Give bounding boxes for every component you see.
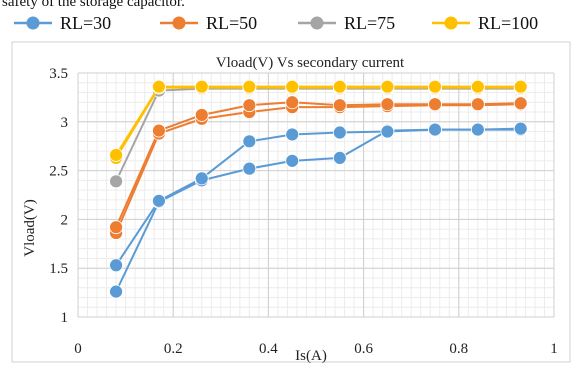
data-point-rl100 <box>242 79 257 94</box>
series-line-rl100 <box>115 85 521 156</box>
y-tick-label: 3.5 <box>49 66 68 82</box>
chart-title: Vload(V) Vs secondary current <box>216 55 405 71</box>
x-tick-label: 1 <box>550 341 558 357</box>
data-point-rl50 <box>470 97 485 112</box>
data-point-rl50 <box>428 97 442 112</box>
series-line-rl30 <box>115 127 521 266</box>
data-point-rl30 <box>285 153 300 168</box>
x-tick-label: 0.2 <box>164 341 183 357</box>
x-tick-label: 0.4 <box>259 341 278 357</box>
legend-label-rl75: RL=75 <box>344 13 395 33</box>
data-point-rl100 <box>513 79 528 94</box>
data-point-rl30 <box>332 151 347 165</box>
data-point-rl50 <box>152 123 166 138</box>
y-axis-label: Vload(V) <box>22 199 38 256</box>
data-point-rl50 <box>380 97 395 112</box>
y-tick-label: 1.5 <box>49 261 68 277</box>
series-layer <box>109 79 528 299</box>
legend-marker-rl100 <box>444 16 458 30</box>
data-point-rl50 <box>332 98 347 113</box>
y-tick-label: 2.5 <box>49 164 68 180</box>
data-point-rl100 <box>152 79 166 94</box>
data-point-rl30 <box>332 125 347 140</box>
data-point-rl30 <box>109 258 123 273</box>
y-tick-labels: 1 1.5 2 2.5 3 3.5 <box>49 66 68 326</box>
data-point-rl50 <box>513 96 528 111</box>
data-point-rl100 <box>109 148 123 162</box>
data-point-rl100 <box>194 79 209 94</box>
legend: RL=30 RL=50 RL=75 RL=100 <box>14 13 538 33</box>
data-point-rl75 <box>109 174 123 189</box>
legend-label-rl30: RL=30 <box>60 13 111 33</box>
y-tick-label: 3 <box>61 115 69 131</box>
x-tick-label: 0.6 <box>354 341 373 357</box>
data-point-rl30 <box>428 122 442 137</box>
data-point-rl100 <box>332 79 347 94</box>
data-point-rl30 <box>194 171 209 186</box>
data-point-rl50 <box>194 108 209 122</box>
legend-marker-rl30 <box>26 16 40 30</box>
data-point-rl50 <box>242 98 257 113</box>
legend-label-rl50: RL=50 <box>206 13 257 33</box>
data-point-rl30 <box>285 127 300 142</box>
x-tick-label: 0.8 <box>449 341 468 357</box>
legend-marker-rl50 <box>172 16 186 30</box>
major-gridlines <box>77 72 555 318</box>
data-point-rl30 <box>242 161 257 176</box>
x-tick-label: 0 <box>74 341 82 357</box>
data-point-rl30 <box>152 193 166 208</box>
data-point-rl30 <box>470 122 485 137</box>
y-tick-label: 2 <box>61 212 69 228</box>
data-point-rl100 <box>285 79 300 94</box>
data-point-rl100 <box>428 79 442 94</box>
data-point-rl30 <box>380 124 395 139</box>
legend-marker-rl75 <box>310 16 324 30</box>
data-point-rl50 <box>285 95 300 110</box>
data-point-rl100 <box>470 79 485 94</box>
legend-label-rl100: RL=100 <box>478 13 538 33</box>
data-point-rl50 <box>109 220 123 235</box>
data-point-rl30 <box>109 284 123 299</box>
data-point-rl100 <box>380 79 395 94</box>
clipped-caption-text: safety of the storage capacitor. <box>2 0 185 10</box>
x-axis-label: Is(A) <box>295 348 327 364</box>
data-point-rl30 <box>513 121 528 136</box>
x-tick-labels: 0 0.2 0.4 0.6 0.8 1 <box>74 341 558 357</box>
data-point-rl30 <box>242 134 257 149</box>
series-line-rl50 <box>115 101 521 228</box>
y-tick-label: 1 <box>61 310 69 326</box>
